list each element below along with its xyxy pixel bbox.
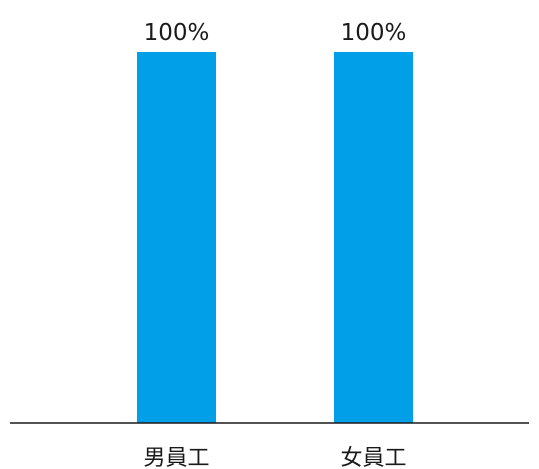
- bar-1: [334, 52, 413, 423]
- x-tick-labels-group: 男員工 女員工: [143, 446, 406, 469]
- bar-0: [137, 52, 216, 423]
- bars-group: [137, 52, 413, 423]
- data-label-1: 100%: [341, 20, 407, 46]
- x-tick-label-0: 男員工: [143, 446, 209, 469]
- data-label-0: 100%: [144, 20, 210, 46]
- data-labels-group: 100% 100%: [144, 20, 407, 46]
- x-tick-label-1: 女員工: [340, 446, 406, 469]
